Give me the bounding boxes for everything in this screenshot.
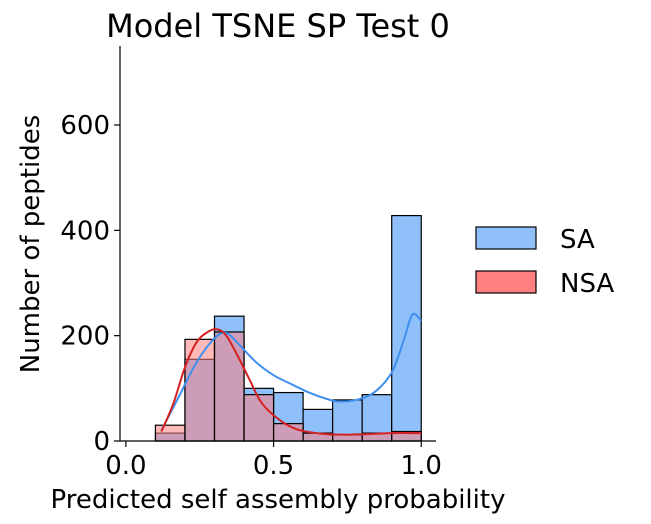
- nsa-bar: [213, 331, 245, 442]
- chart-title: Model TSNE SP Test 0: [106, 7, 450, 45]
- y-tick-label: 200: [60, 322, 110, 352]
- axes: 0.0 0.5 1.0 0 200 400 600: [60, 46, 442, 481]
- sa-legend-swatch: [475, 226, 537, 250]
- x-tick-label: 0.5: [253, 451, 294, 481]
- nsa-bars: [154, 331, 422, 442]
- x-tick-label: 0.0: [105, 451, 146, 481]
- y-tick-label: 400: [60, 216, 110, 246]
- y-tick-label: 0: [93, 427, 110, 457]
- nsa-legend-label: NSA: [560, 269, 614, 299]
- y-tick-label: 600: [60, 111, 110, 141]
- x-axis-label: Predicted self assembly probability: [51, 485, 506, 515]
- legend: SA NSA: [475, 225, 614, 299]
- y-axis-label: Number of peptides: [16, 115, 46, 374]
- nsa-bar: [243, 394, 275, 442]
- x-tick-label: 1.0: [401, 451, 442, 481]
- kde-curves: [160, 312, 422, 436]
- nsa-legend-swatch: [475, 270, 537, 294]
- sa-legend-label: SA: [560, 225, 595, 255]
- sa-kde-line: [160, 312, 422, 431]
- nsa-bar: [154, 424, 186, 442]
- plot-area: 0.0 0.5 1.0 0 200 400 600: [60, 46, 442, 481]
- nsa-kde-line: [160, 328, 422, 436]
